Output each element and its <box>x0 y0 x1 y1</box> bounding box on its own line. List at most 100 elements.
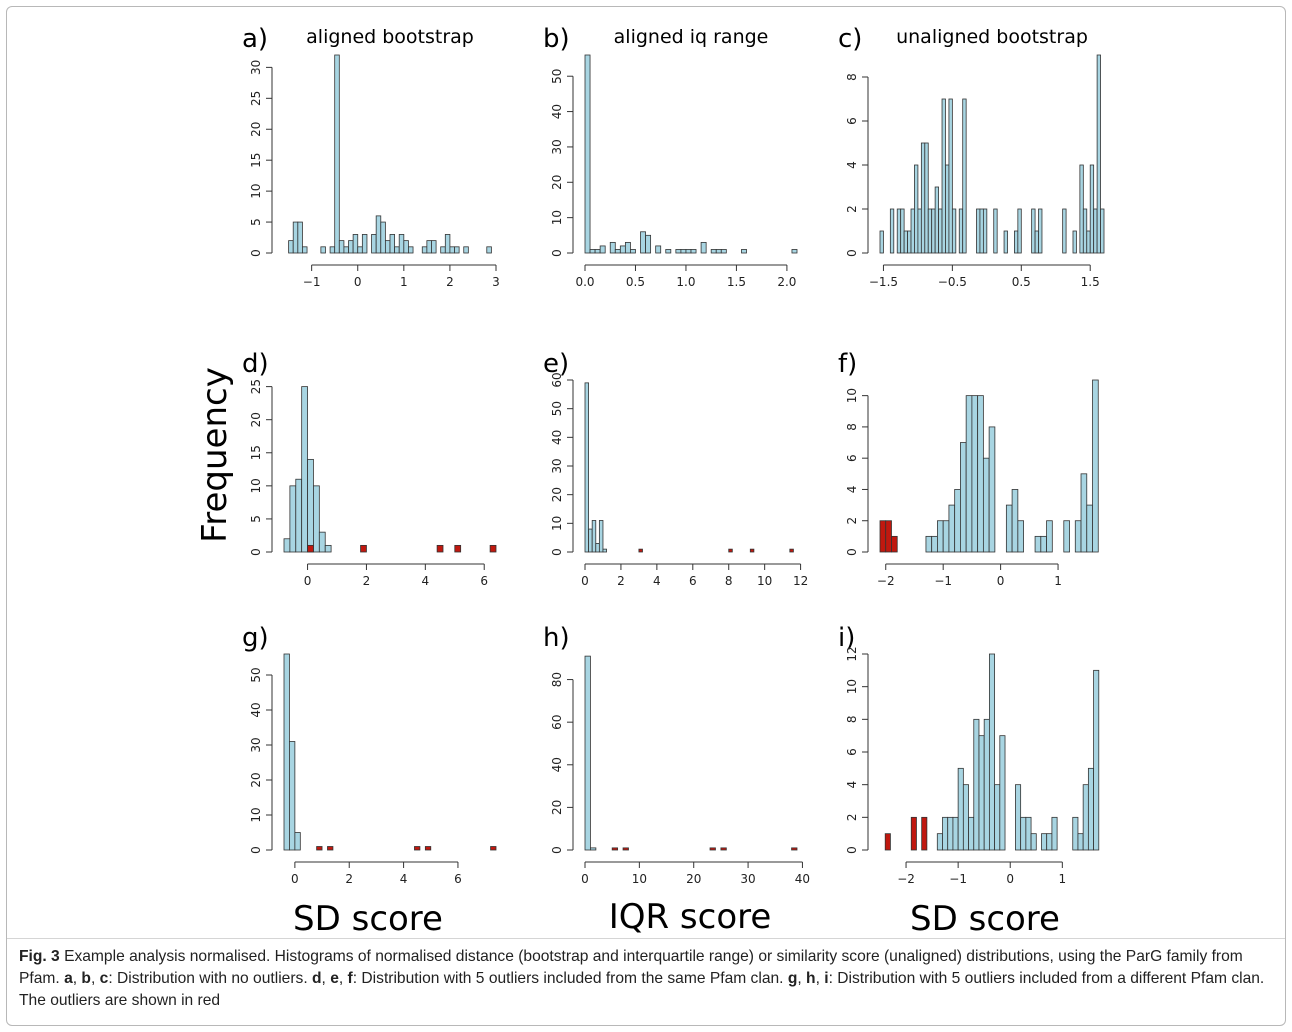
histogram-bar <box>1017 208 1022 254</box>
histogram-bar <box>584 54 591 254</box>
histogram-bar <box>288 240 294 254</box>
y-tick-label: 0 <box>249 548 263 556</box>
histogram-bar <box>900 208 905 254</box>
panel-letter: h) <box>543 623 570 653</box>
histogram-bar <box>591 520 597 553</box>
x-tick-label: −1 <box>303 275 321 289</box>
caption-ref-i: i <box>824 970 829 987</box>
histogram-bar <box>1046 520 1053 553</box>
y-tick-label: 6 <box>845 454 859 462</box>
y-tick-label: 5 <box>249 218 263 226</box>
histogram-bar <box>1014 230 1019 254</box>
histogram-bar <box>947 816 954 851</box>
caption-sep: , <box>797 970 807 987</box>
histogram-bar <box>1030 833 1037 851</box>
histogram-bar <box>1015 784 1022 851</box>
y-tick-label: 20 <box>249 122 263 137</box>
histogram-bar <box>1092 379 1099 553</box>
histogram-bar <box>954 489 961 553</box>
histogram-bar <box>301 386 308 553</box>
x-tick-label: 8 <box>725 574 733 588</box>
y-tick-label: 20 <box>550 800 564 815</box>
histogram-bar <box>1020 816 1027 851</box>
histogram-bar <box>292 221 299 254</box>
histogram-bar <box>338 240 345 254</box>
histogram-bar <box>910 208 915 254</box>
histogram-bar <box>384 240 391 254</box>
histogram-bar <box>361 234 368 254</box>
histogram-bar <box>1051 816 1058 851</box>
x-tick-label: 4 <box>400 872 408 886</box>
y-tick-label: 10 <box>845 679 859 694</box>
histogram-bar <box>590 847 597 851</box>
histogram-bar <box>320 246 326 254</box>
histogram-bar <box>440 246 446 254</box>
x-tick-label: 2 <box>446 275 454 289</box>
y-tick-label: 20 <box>249 772 263 787</box>
x-tick-label: 4 <box>653 574 661 588</box>
caption-sep: , <box>90 970 100 987</box>
x-tick-label: 2.0 <box>777 275 796 289</box>
x-tick-label: 1 <box>400 275 408 289</box>
histogram-bar <box>463 246 469 254</box>
outlier-bar <box>910 816 917 851</box>
histogram-bar <box>994 784 1001 851</box>
histogram-bar <box>329 246 336 254</box>
panel-title: aligned bootstrap <box>306 26 474 48</box>
histogram-bar <box>1017 520 1024 553</box>
histogram-bar <box>640 231 646 254</box>
histogram-bar <box>889 208 895 254</box>
y-tick-label: 5 <box>249 515 263 523</box>
y-tick-label: 30 <box>550 139 564 154</box>
caption-sep: , <box>338 970 348 987</box>
histogram-bar <box>595 543 600 553</box>
histogram-bar <box>958 208 964 254</box>
outlier-bar <box>709 847 716 851</box>
x-tick-label: 4 <box>422 574 430 588</box>
histogram-bar <box>896 208 902 254</box>
y-tick-label: 20 <box>249 412 263 427</box>
y-tick-label: 0 <box>845 846 859 854</box>
outlier-bar <box>611 847 619 851</box>
histogram-bar <box>444 234 451 254</box>
x-tick-label: 6 <box>454 872 462 886</box>
histogram-bar <box>584 382 589 553</box>
y-tick-label: 4 <box>845 781 859 789</box>
histogram-bar <box>741 249 747 254</box>
x-tick-label: 0 <box>354 275 362 289</box>
x-tick-label: 2 <box>617 574 625 588</box>
histogram-bar <box>1072 230 1077 254</box>
y-tick-label: 6 <box>845 117 859 125</box>
y-tick-label: 8 <box>845 73 859 81</box>
caption-ref-g: g <box>787 970 798 987</box>
histogram-bar <box>879 230 884 254</box>
outlier-bar <box>622 847 629 851</box>
y-tick-label: 60 <box>550 372 564 387</box>
caption-text-3: : Distribution with 5 outliers included … <box>352 970 788 987</box>
histogram-bar <box>920 142 926 254</box>
histogram-bar <box>584 655 591 851</box>
histogram-bar <box>925 535 933 553</box>
histogram-bar <box>324 544 332 553</box>
histogram-bar <box>917 208 922 254</box>
histogram-bar <box>1025 816 1032 851</box>
histogram-bar <box>431 240 437 254</box>
histogram-bar <box>999 735 1006 851</box>
caption-sep: , <box>321 970 331 987</box>
histogram-bar <box>927 208 933 254</box>
x-tick-label: 0 <box>581 574 589 588</box>
y-tick-label: 10 <box>249 183 263 198</box>
histogram-panel: b) aligned iq range 0.0 0.5 1.0 1.5 2.0 0 10 20 30… <box>543 24 798 289</box>
y-tick-label: 0 <box>249 846 263 854</box>
histogram-bar <box>589 249 596 254</box>
outlier-bar <box>489 544 497 553</box>
x-tick-label: −0.5 <box>938 275 967 289</box>
x-tick-label: 12 <box>793 574 808 588</box>
histogram-bar <box>449 246 455 254</box>
y-tick-label: 10 <box>249 807 263 822</box>
histogram-bar <box>675 249 682 254</box>
outlier-bar <box>749 548 755 553</box>
y-tick-label: 15 <box>249 445 263 460</box>
histogram-bar <box>1034 535 1042 553</box>
